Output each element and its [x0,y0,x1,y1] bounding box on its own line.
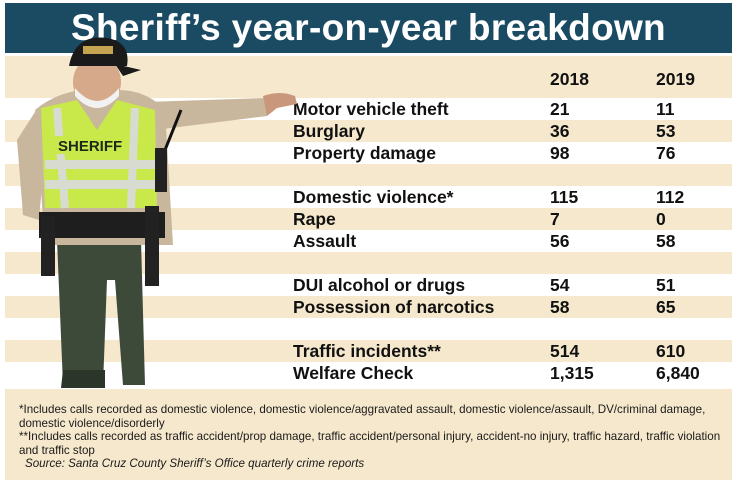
footnotes: *Includes calls recorded as domestic vio… [5,389,732,480]
table-row: Domestic violence* 115 112 [5,186,732,208]
table-row: Traffic incidents** 514 610 [5,340,732,362]
row-label: DUI alcohol or drugs [293,275,466,295]
row-value-2018: 56 [550,231,570,251]
row-value-2018: 98 [550,143,570,163]
row-value-2018: 115 [550,187,579,207]
row-value-2018: 36 [550,121,570,141]
vest-lettering: SHERIFF [58,138,122,155]
row-label: Assault [293,231,357,251]
row-label: Burglary [293,121,365,141]
spacer-row [5,252,732,274]
column-header-2019: 2019 [656,69,695,89]
row-value-2018: 54 [550,275,570,295]
row-label: Motor vehicle theft [293,99,449,119]
row-label: Traffic incidents** [293,341,441,361]
row-value-2019: 11 [656,99,675,119]
row-label: Possession of narcotics [293,297,495,317]
row-label: Rape [293,209,336,229]
table-row: Welfare Check 1,315 6,840 [5,362,732,384]
row-label: Welfare Check [293,363,414,383]
row-value-2018: 21 [550,99,570,119]
row-value-2019: 76 [656,143,676,163]
row-value-2018: 514 [550,341,580,361]
row-value-2018: 1,315 [550,363,594,383]
table-row: Assault 56 58 [5,230,732,252]
table-row: Possession of narcotics 58 65 [5,296,732,318]
table-row: DUI alcohol or drugs 54 51 [5,274,732,296]
row-label: Domestic violence* [293,187,454,207]
spacer-row [5,164,732,186]
table-row: Property damage 98 76 [5,142,732,164]
footnote-traffic-incidents: **Includes calls recorded as traffic acc… [19,430,721,457]
title-bar: Sheriff’s year-on-year breakdown [5,3,732,53]
row-value-2018: 58 [550,297,570,317]
source-note: Source: Santa Cruz County Sheriff’s Offi… [25,457,365,470]
row-value-2019: 58 [656,231,676,251]
row-label: Property damage [293,143,436,163]
table-row: Motor vehicle theft 21 11 [5,98,732,120]
column-header-2018: 2018 [550,69,589,89]
footnote-domestic-violence: *Includes calls recorded as domestic vio… [19,403,706,430]
row-value-2019: 65 [656,297,676,317]
page-title: Sheriff’s year-on-year breakdown [71,7,666,48]
row-value-2019: 610 [656,341,686,361]
table-row: Rape 7 0 [5,208,732,230]
row-value-2018: 7 [550,209,560,229]
row-value-2019: 51 [656,275,676,295]
row-value-2019: 6,840 [656,363,700,383]
row-value-2019: 112 [656,187,685,207]
row-value-2019: 53 [656,121,676,141]
sheriff-deputy-photo: SHERIFF [17,37,297,388]
row-value-2019: 0 [656,209,666,229]
